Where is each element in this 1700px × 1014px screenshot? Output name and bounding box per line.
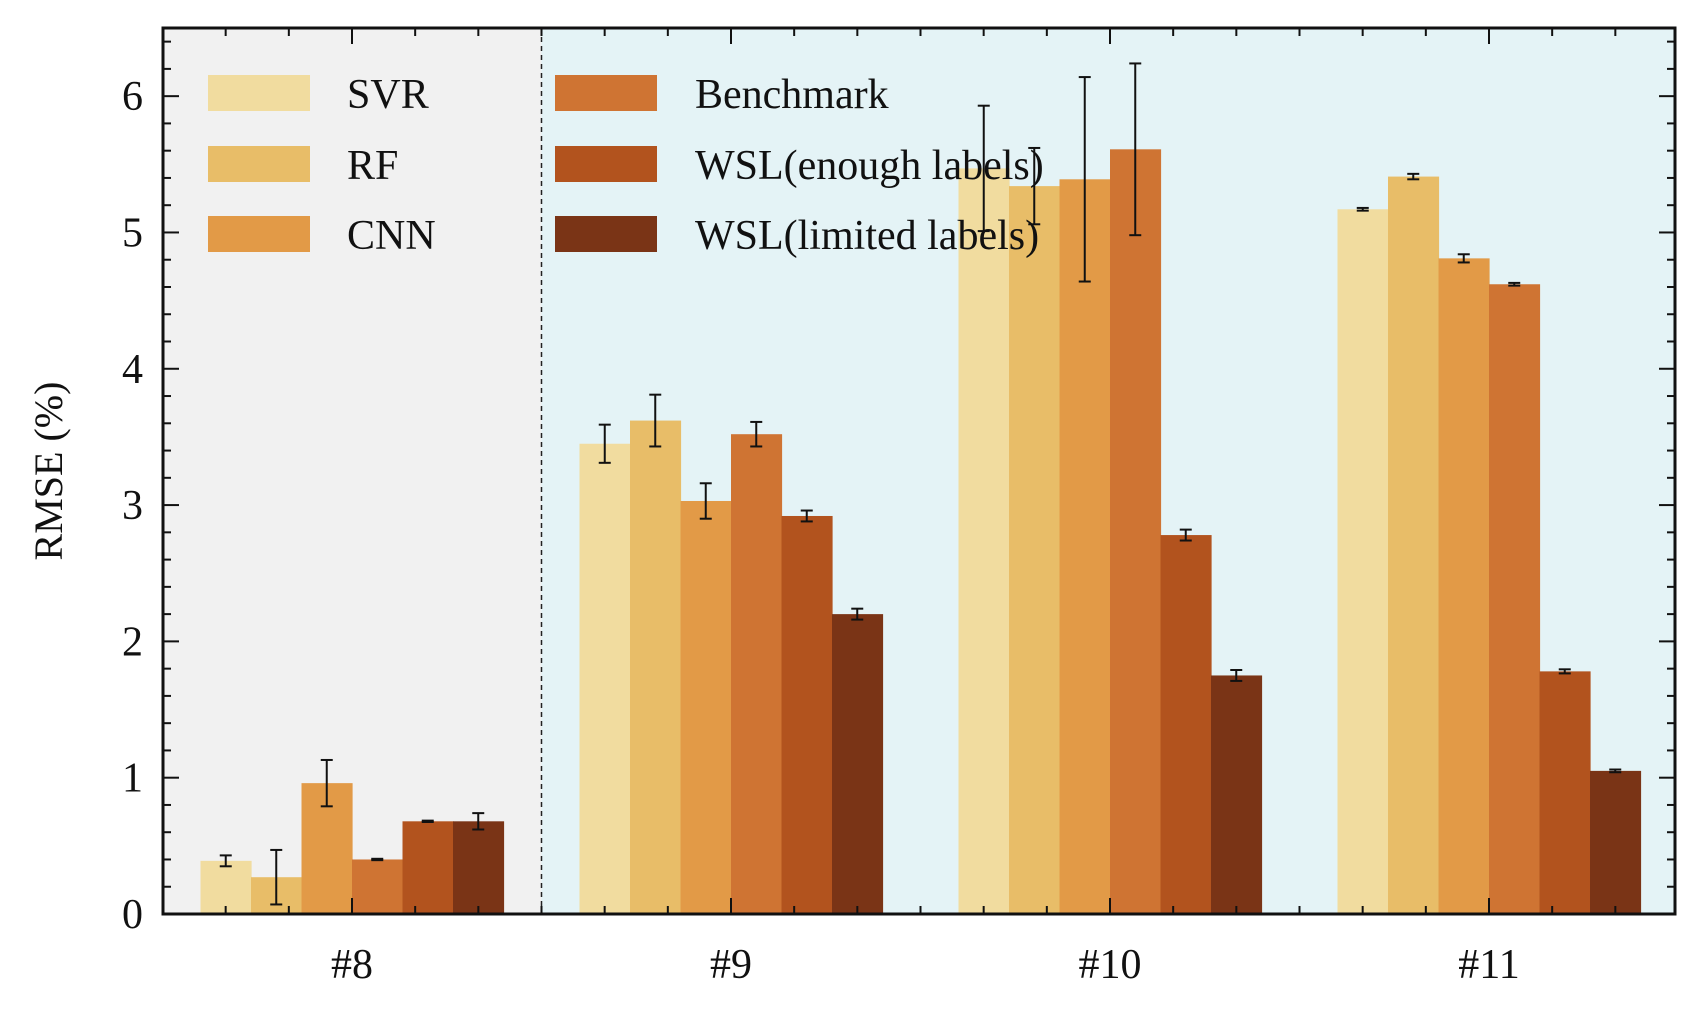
bar (1211, 675, 1263, 914)
error-bar (977, 104, 990, 233)
error-bar (1407, 172, 1420, 181)
legend-item: RF (208, 143, 398, 189)
bar (958, 168, 1010, 915)
error-bar (1508, 281, 1521, 287)
bar (832, 614, 884, 914)
bar (1438, 258, 1490, 914)
error-bar (1558, 668, 1571, 675)
legend-swatch (555, 146, 657, 182)
y-tick-label: 2 (122, 619, 143, 665)
error-bar (1230, 669, 1243, 682)
legend-swatch (208, 146, 310, 182)
error-bar (1609, 768, 1622, 774)
error-bar (1457, 253, 1470, 264)
error-bar (598, 423, 611, 464)
error-bar (421, 819, 434, 823)
legend-label: WSL(limited labels) (695, 213, 1039, 259)
legend-item: CNN (208, 213, 436, 259)
bar (1489, 284, 1541, 915)
bar (579, 443, 631, 914)
error-bar (1028, 146, 1041, 226)
error-bar (800, 509, 813, 523)
error-bar (1129, 62, 1142, 237)
error-bar (699, 482, 712, 520)
x-tick-label: #8 (331, 942, 373, 988)
error-bar (1356, 206, 1369, 212)
bar (1009, 186, 1061, 914)
legend-swatch (555, 216, 657, 252)
y-tick-label: 4 (122, 347, 143, 393)
bar (781, 515, 833, 914)
bar (1388, 176, 1440, 914)
legend: SVR RF CNN Benchmark WSL(enough labels) WSL(l… (208, 72, 1044, 259)
bar (352, 859, 404, 914)
legend-swatch (208, 75, 310, 111)
bar (680, 500, 732, 914)
legend-item: WSL(limited labels) (555, 213, 1039, 259)
error-bar (649, 393, 662, 448)
bar (1160, 535, 1212, 914)
bar (731, 434, 783, 914)
x-tick-label: #10 (1079, 942, 1142, 988)
bar (1590, 770, 1642, 914)
error-bar (1078, 76, 1091, 283)
y-axis-label: RMSE (%) (26, 382, 71, 561)
bar (402, 821, 454, 914)
error-bar (320, 758, 333, 808)
legend-label: Benchmark (695, 72, 889, 118)
legend-item: Benchmark (555, 72, 889, 118)
error-bar (270, 848, 283, 906)
bar (1337, 209, 1389, 914)
error-bar (750, 420, 763, 448)
bars (200, 149, 1642, 915)
tick-labels: 0 1 2 3 4 5 6 #8 #9 #10 #11 (122, 74, 1520, 988)
y-tick-label: 6 (122, 74, 143, 120)
y-tick-label: 1 (122, 756, 143, 802)
bar (200, 860, 252, 914)
legend-label: WSL(enough labels) (695, 143, 1044, 189)
error-bar (219, 854, 232, 868)
error-bars (219, 62, 1622, 906)
error-bar (472, 812, 485, 831)
plot-frame (161, 26, 1677, 916)
error-bar (1179, 528, 1192, 542)
y-tick-label: 0 (122, 892, 143, 938)
bar (630, 420, 682, 914)
legend-label: RF (347, 143, 398, 189)
legend-item: SVR (208, 72, 429, 118)
legend-swatch (208, 216, 310, 252)
legend-label: CNN (347, 213, 436, 259)
bar (1110, 149, 1162, 914)
legend-item: WSL(enough labels) (555, 143, 1044, 189)
y-tick-label: 5 (122, 210, 143, 256)
bar (453, 821, 505, 914)
y-tick-label: 3 (122, 483, 143, 529)
legend-swatch (555, 75, 657, 111)
x-tick-label: #11 (1458, 942, 1519, 988)
x-tick-label: #9 (710, 942, 752, 988)
bar (1539, 671, 1591, 914)
error-bar (371, 857, 384, 862)
bar (1059, 179, 1111, 915)
error-bar (851, 607, 864, 621)
legend-label: SVR (347, 72, 429, 118)
